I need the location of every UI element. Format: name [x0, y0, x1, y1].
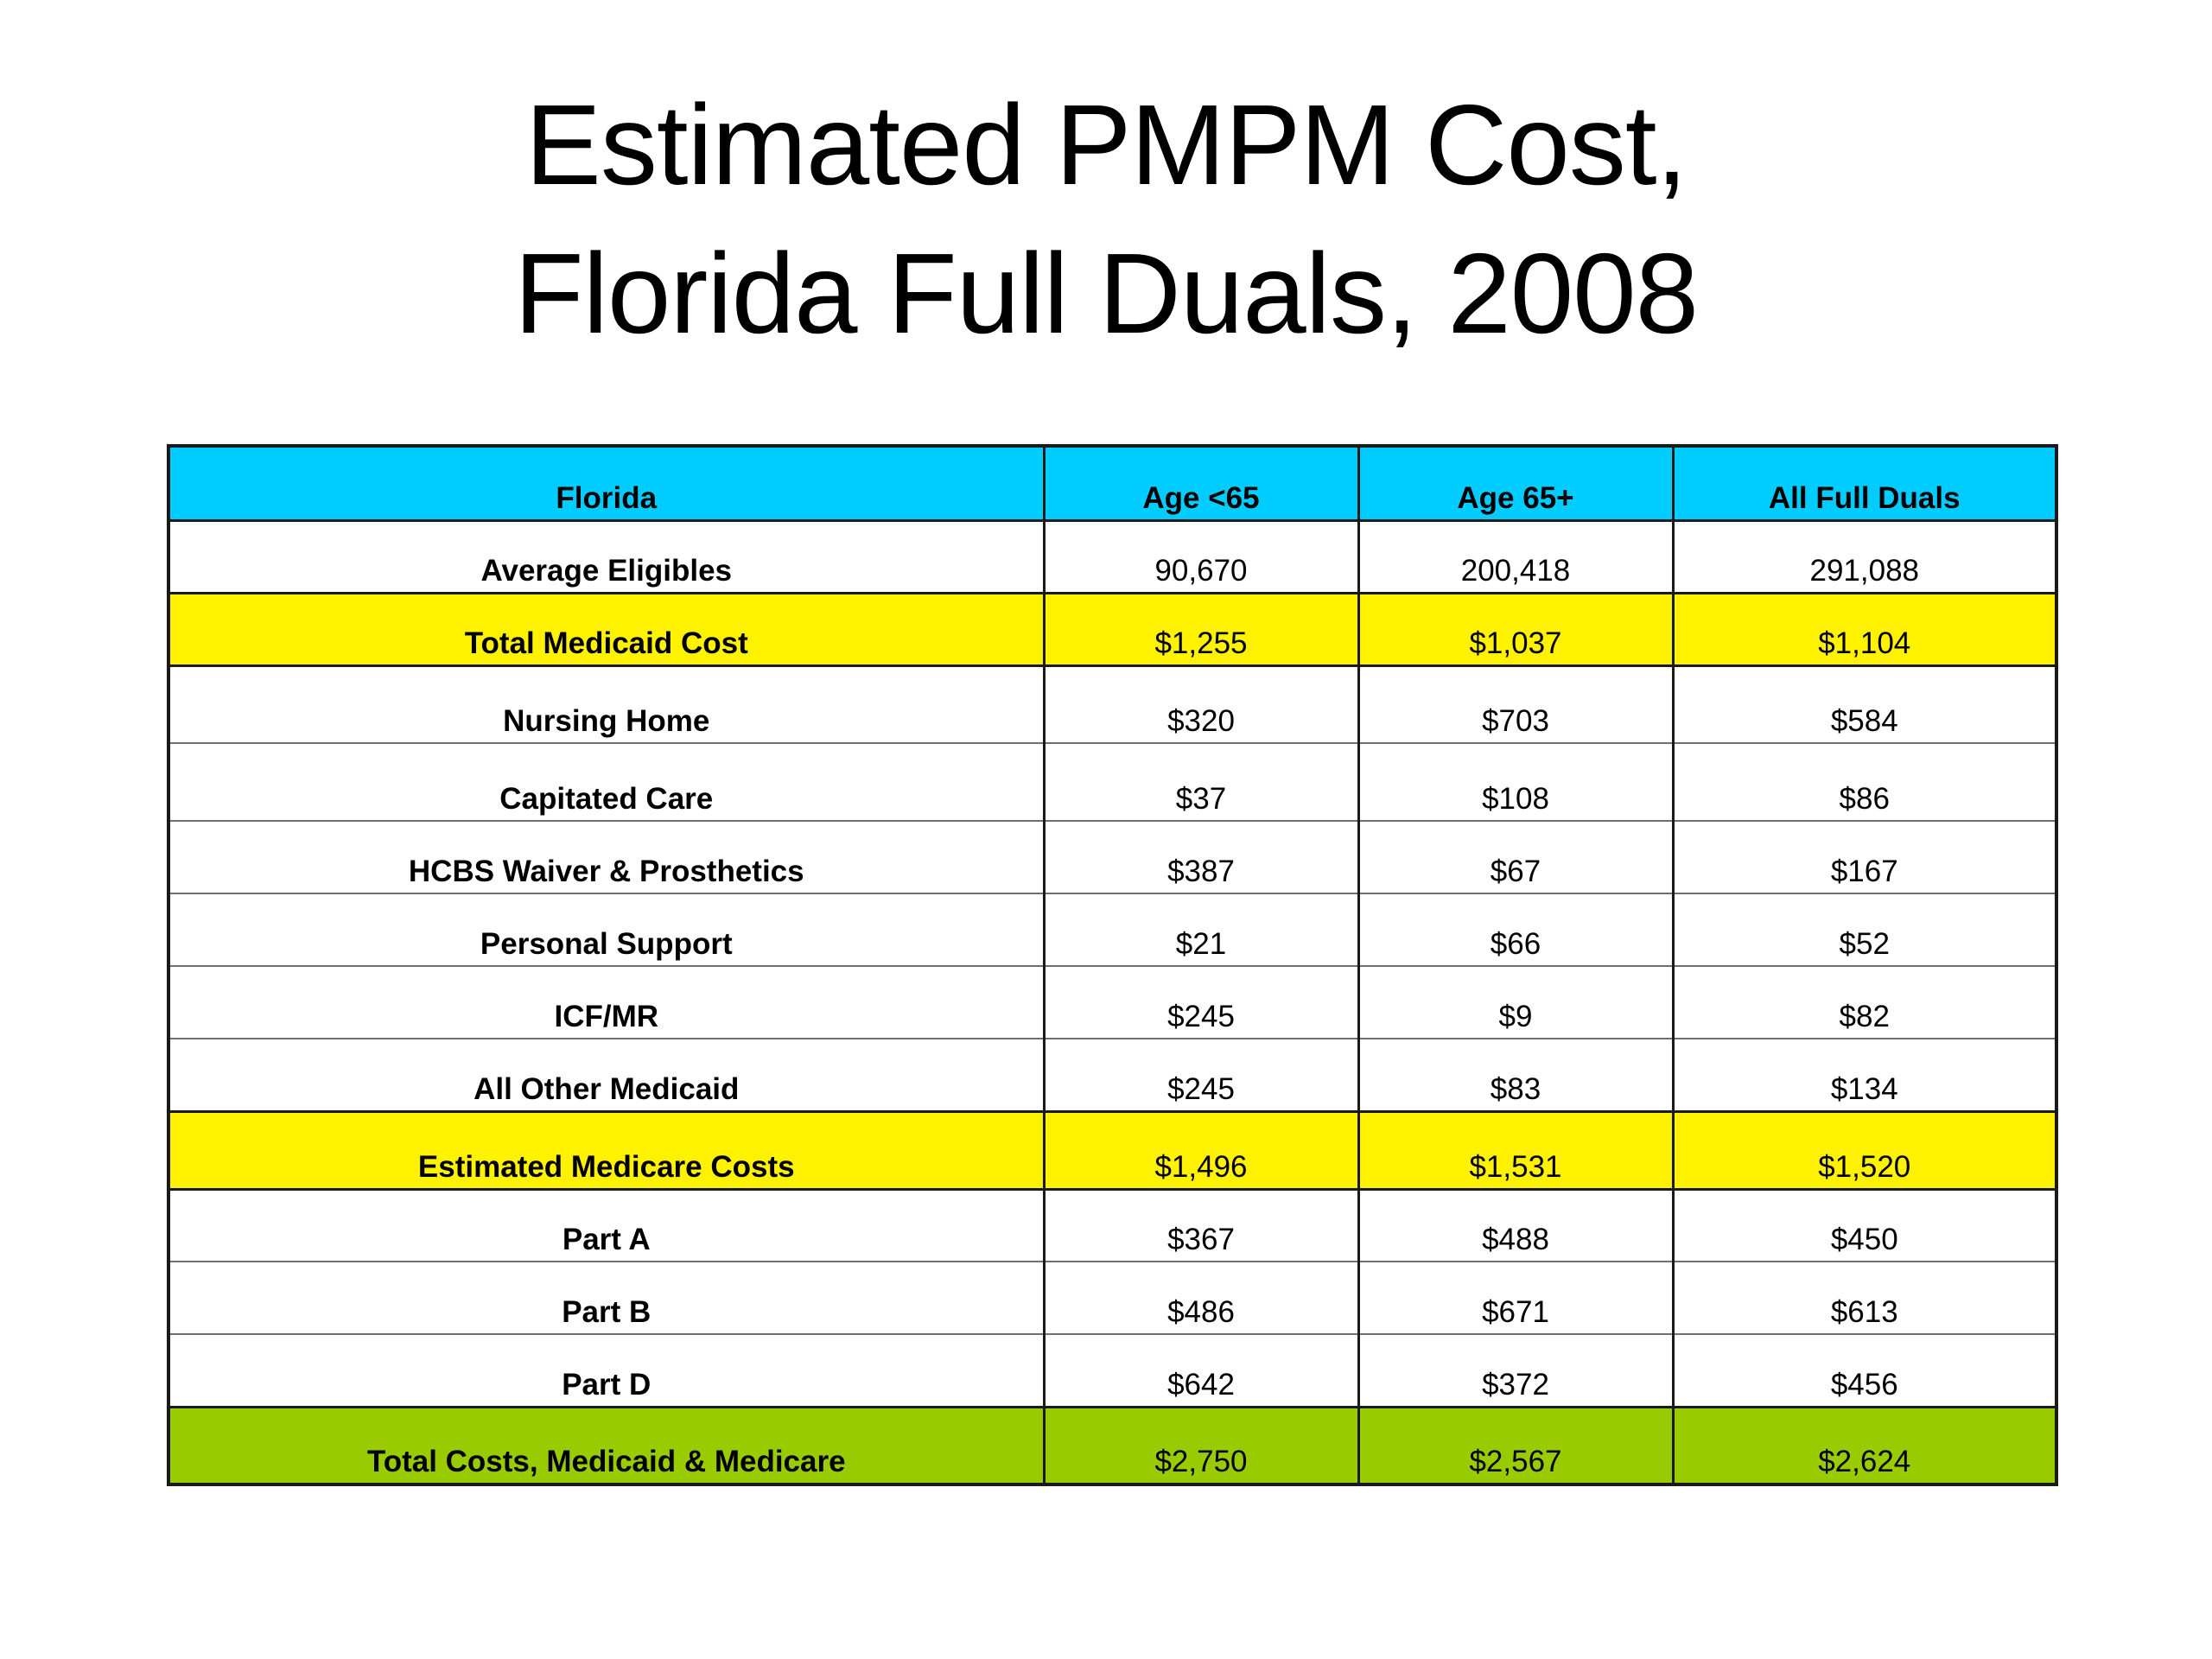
table-row-all-other-medicaid: All Other Medicaid $245 $83 $134: [167, 1038, 2058, 1112]
row-label: Personal Support: [167, 893, 1046, 967]
cell-all-full-duals: $456: [1671, 1333, 2058, 1408]
cell-age-65-plus: $703: [1357, 664, 1675, 744]
cell-all-full-duals: $134: [1671, 1038, 2058, 1112]
row-label: Total Costs, Medicaid & Medicare: [167, 1405, 1046, 1485]
cell-age-65-plus: $2,567: [1357, 1405, 1675, 1485]
row-label: Capitated Care: [167, 742, 1046, 822]
column-header-florida: Florida: [167, 445, 1046, 522]
row-label: ICF/MR: [167, 965, 1046, 1039]
table-row-icf-mr: ICF/MR $245 $9 $82: [167, 965, 2058, 1039]
cell-age-under-65: $1,255: [1042, 591, 1360, 667]
cell-age-65-plus: 200,418: [1357, 519, 1675, 594]
table-row-hcbs-waiver-prosthetics: HCBS Waiver & Prosthetics $387 $67 $167: [167, 820, 2058, 894]
table-row-average-eligibles: Average Eligibles 90,670 200,418 291,088: [167, 519, 2058, 594]
row-label: HCBS Waiver & Prosthetics: [167, 820, 1046, 894]
cell-age-under-65: $2,750: [1042, 1405, 1360, 1485]
table-row-part-b: Part B $486 $671 $613: [167, 1261, 2058, 1335]
column-header-age-65-plus: Age 65+: [1357, 445, 1675, 522]
cell-all-full-duals: $2,624: [1671, 1405, 2058, 1485]
row-label: Estimated Medicare Costs: [167, 1109, 1046, 1191]
cell-age-65-plus: $488: [1357, 1188, 1675, 1262]
row-label: All Other Medicaid: [167, 1038, 1046, 1112]
cell-all-full-duals: $1,520: [1671, 1109, 2058, 1191]
cell-all-full-duals: $86: [1671, 742, 2058, 822]
row-label: Average Eligibles: [167, 519, 1046, 594]
table-row-part-d: Part D $642 $372 $456: [167, 1333, 2058, 1408]
cell-age-under-65: $367: [1042, 1188, 1360, 1262]
cell-age-65-plus: $66: [1357, 893, 1675, 967]
cell-all-full-duals: $450: [1671, 1188, 2058, 1262]
cell-age-under-65: $1,496: [1042, 1109, 1360, 1191]
row-label: Total Medicaid Cost: [167, 591, 1046, 667]
cell-age-under-65: $245: [1042, 965, 1360, 1039]
cell-age-under-65: $245: [1042, 1038, 1360, 1112]
table-row-part-a: Part A $367 $488 $450: [167, 1188, 2058, 1262]
cell-age-under-65: $642: [1042, 1333, 1360, 1408]
title-line-2: Florida Full Duals, 2008: [514, 230, 1699, 357]
slide-title: Estimated PMPM Cost, Florida Full Duals,…: [0, 71, 2212, 368]
cell-age-under-65: $387: [1042, 820, 1360, 894]
table-row-total-costs: Total Costs, Medicaid & Medicare $2,750 …: [167, 1405, 2058, 1485]
cell-age-65-plus: $83: [1357, 1038, 1675, 1112]
column-header-age-under-65: Age <65: [1042, 445, 1360, 522]
cell-all-full-duals: $1,104: [1671, 591, 2058, 667]
cell-age-65-plus: $67: [1357, 820, 1675, 894]
cell-age-65-plus: $1,037: [1357, 591, 1675, 667]
cell-age-under-65: $21: [1042, 893, 1360, 967]
cost-table-container: Florida Age <65 Age 65+ All Full Duals A…: [167, 444, 2058, 1486]
table-row-estimated-medicare-costs: Estimated Medicare Costs $1,496 $1,531 $…: [167, 1109, 2058, 1191]
cell-all-full-duals: 291,088: [1671, 519, 2058, 594]
cell-all-full-duals: $52: [1671, 893, 2058, 967]
cell-age-under-65: $486: [1042, 1261, 1360, 1335]
cell-age-65-plus: $1,531: [1357, 1109, 1675, 1191]
cell-age-65-plus: $108: [1357, 742, 1675, 822]
table-row-nursing-home: Nursing Home $320 $703 $584: [167, 664, 2058, 744]
row-label: Part D: [167, 1333, 1046, 1408]
cell-age-65-plus: $9: [1357, 965, 1675, 1039]
cost-table: Florida Age <65 Age 65+ All Full Duals A…: [167, 444, 2058, 1486]
cell-age-65-plus: $372: [1357, 1333, 1675, 1408]
cell-age-under-65: $320: [1042, 664, 1360, 744]
title-line-1: Estimated PMPM Cost,: [524, 81, 1688, 208]
table-row-personal-support: Personal Support $21 $66 $52: [167, 893, 2058, 967]
row-label: Nursing Home: [167, 664, 1046, 744]
column-header-all-full-duals: All Full Duals: [1671, 445, 2058, 522]
cell-all-full-duals: $167: [1671, 820, 2058, 894]
row-label: Part B: [167, 1261, 1046, 1335]
table-row-total-medicaid-cost: Total Medicaid Cost $1,255 $1,037 $1,104: [167, 591, 2058, 667]
table-header-row: Florida Age <65 Age 65+ All Full Duals: [167, 445, 2058, 522]
table-row-capitated-care: Capitated Care $37 $108 $86: [167, 742, 2058, 822]
cell-age-under-65: 90,670: [1042, 519, 1360, 594]
cell-all-full-duals: $613: [1671, 1261, 2058, 1335]
cell-age-under-65: $37: [1042, 742, 1360, 822]
cell-all-full-duals: $584: [1671, 664, 2058, 744]
row-label: Part A: [167, 1188, 1046, 1262]
cell-age-65-plus: $671: [1357, 1261, 1675, 1335]
cell-all-full-duals: $82: [1671, 965, 2058, 1039]
